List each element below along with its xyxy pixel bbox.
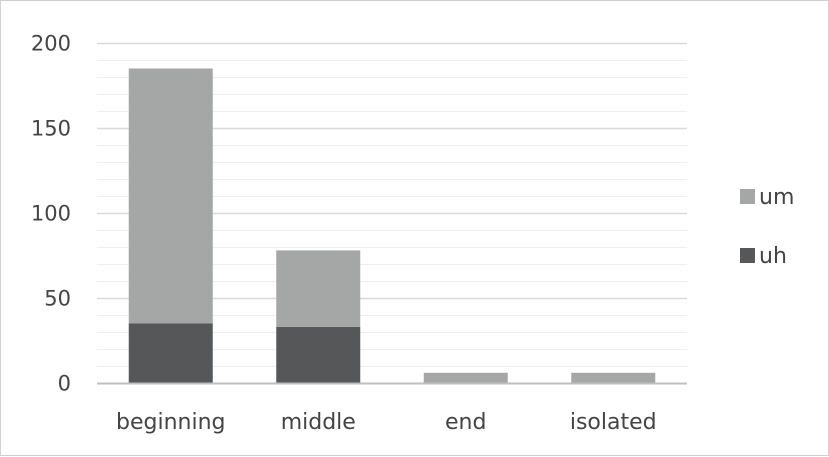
y-tick-label: 50: [44, 287, 71, 311]
legend-swatch-um: [740, 189, 755, 204]
bar-um-isolated: [571, 372, 656, 383]
x-category-label: isolated: [570, 410, 657, 435]
bar-um-end: [423, 372, 508, 383]
y-tick-label: 100: [31, 202, 71, 226]
bar-um-middle: [276, 250, 361, 327]
legend: um uh: [740, 185, 794, 269]
legend-label-uh: uh: [759, 244, 787, 269]
y-tick-label: 0: [58, 372, 71, 396]
bar-um-beginning: [128, 68, 213, 324]
bar-uh-beginning: [128, 323, 213, 383]
x-category-label: middle: [281, 410, 356, 435]
x-category-label: end: [445, 410, 486, 435]
legend-swatch-uh: [740, 248, 755, 263]
x-category-label: beginning: [116, 410, 225, 435]
bars: [128, 68, 656, 383]
legend-label-um: um: [759, 185, 794, 210]
axes: 0 50 100 150 200 beginning middle end isolated: [31, 32, 687, 435]
bar-uh-middle: [276, 326, 361, 383]
y-tick-label: 150: [31, 117, 71, 141]
y-tick-label: 200: [31, 32, 71, 56]
